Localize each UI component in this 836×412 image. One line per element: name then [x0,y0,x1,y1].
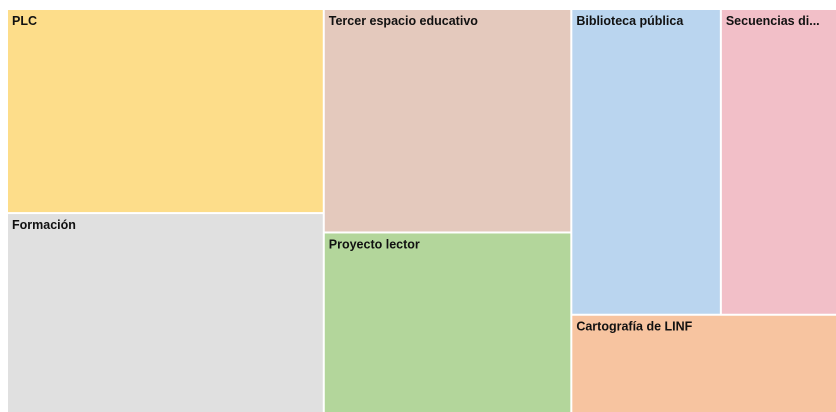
cell-label: Proyecto lector [329,237,420,251]
treemap-cell [721,10,836,314]
treemap-cell [324,10,571,232]
cell-label: Cartografía de LINF [576,320,692,334]
treemap-cell [324,233,571,412]
cell-label: Secuencias di... [726,14,820,28]
treemap-cell [572,315,836,412]
treemap-cell [8,10,323,213]
treemap-cell [8,214,323,412]
cell-label: Tercer espacio educativo [329,14,479,28]
cell-label: Biblioteca pública [576,14,684,28]
treemap-cell [572,10,720,314]
cell-label: Formación [12,218,76,232]
cell-label: PLC [12,14,37,28]
